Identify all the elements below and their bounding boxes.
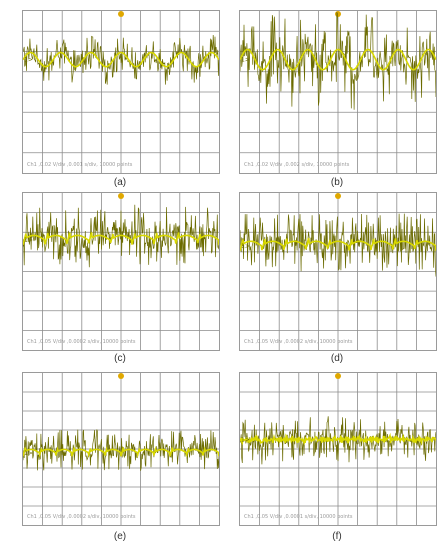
noise-trace-b bbox=[240, 11, 436, 110]
scope-plot-c: 1> bbox=[23, 193, 219, 350]
scope-plot-b: 1> bbox=[240, 11, 436, 173]
channel-marker-c: 1> bbox=[24, 237, 33, 244]
panel-d: 1> Ch1 ,0.05 V/div ,0.0002 s/div, 10000 … bbox=[239, 192, 437, 374]
trigger-marker-f bbox=[335, 373, 341, 379]
oscilloscope-screen-c: 1> Ch1 ,0.05 V/div ,0.0002 s/div, 10000 … bbox=[22, 192, 220, 351]
noise-trace-c bbox=[23, 204, 219, 268]
channel-marker-f: 1> bbox=[241, 437, 250, 444]
scope-readout-a: Ch1 ,0.02 V/div ,0.001 s/div, 10000 poin… bbox=[27, 162, 133, 168]
panel-f: 1> Ch1 ,0.05 V/div ,0.0001 s/div, 10000 … bbox=[239, 372, 437, 549]
trigger-marker-a bbox=[118, 11, 124, 17]
scope-plot-d: 1> bbox=[240, 193, 436, 350]
oscilloscope-screen-a: 1> Ch1 ,0.02 V/div ,0.001 s/div, 10000 p… bbox=[22, 10, 220, 174]
caption-f: (f) bbox=[332, 531, 342, 542]
scope-readout-d: Ch1 ,0.05 V/div ,0.0002 s/div, 10000 poi… bbox=[244, 339, 353, 345]
caption-e: (e) bbox=[113, 531, 127, 542]
signal-trace-d bbox=[240, 237, 436, 251]
oscilloscope-screen-e: 1> Ch1 ,0.05 V/div ,0.0002 s/div, 10000 … bbox=[22, 372, 220, 526]
signal-trace-b bbox=[240, 48, 436, 71]
caption-d: (d) bbox=[330, 353, 344, 364]
oscilloscope-screen-b: 1> Ch1 ,0.02 V/div ,0.002 s/div, 10000 p… bbox=[239, 10, 437, 174]
panel-c: 1> Ch1 ,0.05 V/div ,0.0002 s/div, 10000 … bbox=[22, 192, 220, 374]
trigger-marker-d bbox=[335, 193, 341, 199]
caption-a: (a) bbox=[113, 177, 127, 188]
scope-readout-c: Ch1 ,0.05 V/div ,0.0002 s/div, 10000 poi… bbox=[27, 339, 136, 345]
scope-readout-f: Ch1 ,0.05 V/div ,0.0001 s/div, 10000 poi… bbox=[244, 514, 353, 520]
signal-trace-c bbox=[23, 232, 219, 246]
scope-readout-b: Ch1 ,0.02 V/div ,0.002 s/div, 10000 poin… bbox=[244, 162, 350, 168]
channel-marker-b: 1> bbox=[241, 57, 250, 64]
signal-trace-a bbox=[23, 51, 219, 68]
channel-marker-e: 1> bbox=[24, 450, 33, 457]
channel-marker-d: 1> bbox=[241, 243, 250, 250]
trigger-marker-c bbox=[118, 193, 124, 199]
scope-plot-a: 1> bbox=[23, 11, 219, 173]
scope-plot-f: 1> bbox=[240, 373, 436, 525]
oscilloscope-screen-f: 1> Ch1 ,0.05 V/div ,0.0001 s/div, 10000 … bbox=[239, 372, 437, 526]
panel-b: 1> Ch1 ,0.02 V/div ,0.002 s/div, 10000 p… bbox=[239, 10, 437, 192]
noise-trace-a bbox=[23, 34, 219, 85]
scope-plot-e: 1> bbox=[23, 373, 219, 525]
caption-b: (b) bbox=[330, 177, 344, 188]
scope-readout-e: Ch1 ,0.05 V/div ,0.0002 s/div, 10000 poi… bbox=[27, 514, 136, 520]
trigger-marker-e bbox=[118, 373, 124, 379]
caption-c: (c) bbox=[114, 353, 126, 364]
channel-marker-a: 1> bbox=[24, 57, 33, 64]
oscilloscope-screen-d: 1> Ch1 ,0.05 V/div ,0.0002 s/div, 10000 … bbox=[239, 192, 437, 351]
signal-trace-e bbox=[23, 446, 219, 458]
noise-trace-d bbox=[240, 213, 436, 277]
signal-trace-f bbox=[240, 432, 436, 446]
panel-e: 1> Ch1 ,0.05 V/div ,0.0002 s/div, 10000 … bbox=[22, 372, 220, 549]
panel-a: 1> Ch1 ,0.02 V/div ,0.001 s/div, 10000 p… bbox=[22, 10, 220, 192]
trigger-marker-b bbox=[335, 11, 341, 17]
